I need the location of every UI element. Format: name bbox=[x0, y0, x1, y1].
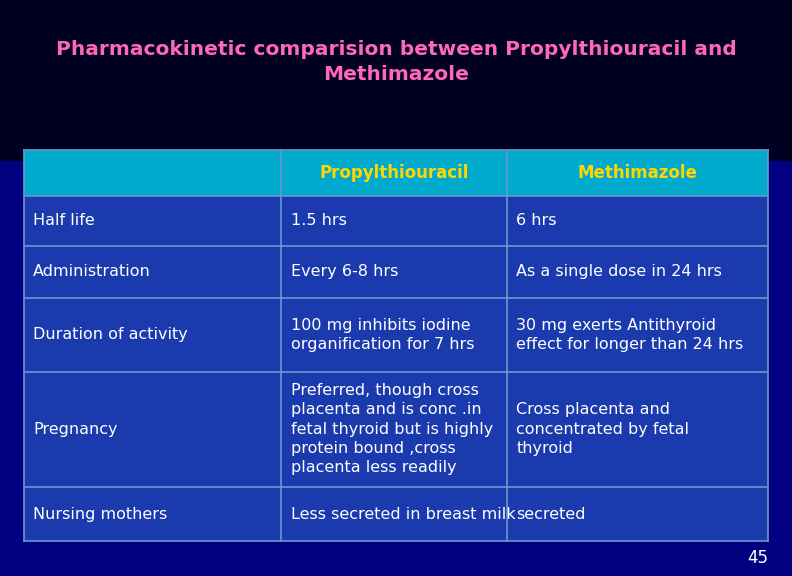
Bar bbox=[24, 196, 768, 245]
Bar bbox=[0, 0, 792, 161]
Text: 45: 45 bbox=[747, 550, 768, 567]
Bar bbox=[24, 245, 768, 298]
Text: As a single dose in 24 hrs: As a single dose in 24 hrs bbox=[516, 264, 722, 279]
Text: Methimazole: Methimazole bbox=[577, 164, 698, 182]
Text: Preferred, though cross
placenta and is conc .in
fetal thyroid but is highly
pro: Preferred, though cross placenta and is … bbox=[291, 383, 493, 475]
Bar bbox=[24, 150, 768, 196]
Text: Less secreted in breast milk: Less secreted in breast milk bbox=[291, 506, 516, 521]
Text: Every 6-8 hrs: Every 6-8 hrs bbox=[291, 264, 398, 279]
Bar bbox=[24, 487, 768, 541]
Text: Cross placenta and
concentrated by fetal
thyroid: Cross placenta and concentrated by fetal… bbox=[516, 403, 689, 456]
Text: 100 mg inhibits iodine
organification for 7 hrs: 100 mg inhibits iodine organification fo… bbox=[291, 317, 474, 352]
Text: Nursing mothers: Nursing mothers bbox=[33, 506, 168, 521]
Text: 1.5 hrs: 1.5 hrs bbox=[291, 214, 347, 229]
Bar bbox=[0, 161, 792, 576]
Bar bbox=[24, 298, 768, 372]
Text: 6 hrs: 6 hrs bbox=[516, 214, 557, 229]
Text: Administration: Administration bbox=[33, 264, 151, 279]
Text: Propylthiouracil: Propylthiouracil bbox=[319, 164, 469, 182]
Text: Duration of activity: Duration of activity bbox=[33, 327, 188, 342]
Bar bbox=[24, 372, 768, 487]
Text: Half life: Half life bbox=[33, 214, 95, 229]
Text: Pharmacokinetic comparision between Propylthiouracil and
Methimazole: Pharmacokinetic comparision between Prop… bbox=[55, 40, 737, 84]
Text: Pregnancy: Pregnancy bbox=[33, 422, 118, 437]
Text: 30 mg exerts Antithyroid
effect for longer than 24 hrs: 30 mg exerts Antithyroid effect for long… bbox=[516, 317, 744, 352]
Text: secreted: secreted bbox=[516, 506, 586, 521]
